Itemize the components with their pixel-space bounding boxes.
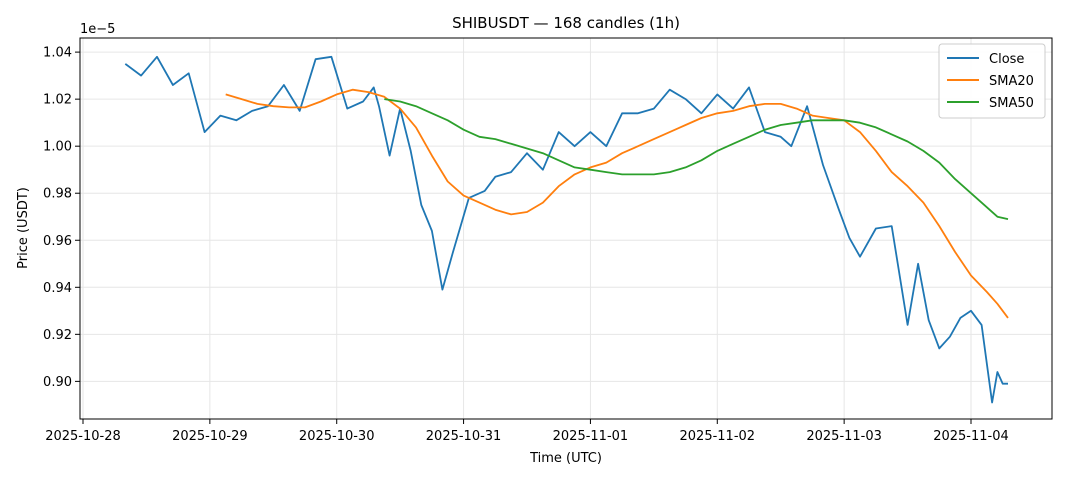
series-lines [124, 55, 1009, 404]
x-tick-label: 2025-11-01 [553, 429, 629, 444]
x-tick-label: 2025-11-04 [933, 429, 1009, 444]
y-tick-label: 0.90 [43, 375, 72, 390]
x-tick-label: 2025-11-02 [680, 429, 756, 444]
legend-label-sma50: SMA50 [989, 96, 1034, 111]
y-tick-label: 1.04 [43, 46, 72, 61]
chart-title: SHIBUSDT — 168 candles (1h) [452, 14, 680, 32]
legend-label-sma20: SMA20 [989, 74, 1034, 89]
series-line-sma20 [225, 88, 1009, 319]
y-tick-label: 1.00 [43, 140, 72, 155]
x-tick-label: 2025-10-29 [172, 429, 248, 444]
y-offset-label: 1e−5 [80, 22, 115, 37]
y-tick-label: 0.94 [43, 281, 72, 296]
plot-frame [79, 37, 1053, 420]
x-tick-label: 2025-10-30 [299, 429, 375, 444]
y-tick-label: 0.98 [43, 187, 72, 202]
x-ticks: 2025-10-28 2025-10-29 2025-10-30 2025-10-31… [45, 419, 1009, 444]
y-tick-label: 1.02 [43, 93, 72, 108]
x-tick-label: 2025-10-31 [426, 429, 502, 444]
y-tick-label: 0.96 [43, 234, 72, 249]
y-ticks: 0.90 0.92 0.94 0.96 0.98 1.00 1.02 1.04 [43, 46, 80, 390]
legend: Close SMA20 SMA50 [938, 43, 1046, 119]
legend-box [938, 43, 1046, 119]
x-tick-label: 2025-11-03 [806, 429, 882, 444]
legend-label-close: Close [989, 52, 1024, 67]
y-tick-label: 0.92 [43, 328, 72, 343]
y-axis-label: Price (USDT) [16, 187, 31, 269]
x-tick-label: 2025-10-28 [45, 429, 121, 444]
x-axis-label: Time (UTC) [529, 451, 602, 466]
series-line-sma50 [384, 98, 1009, 220]
